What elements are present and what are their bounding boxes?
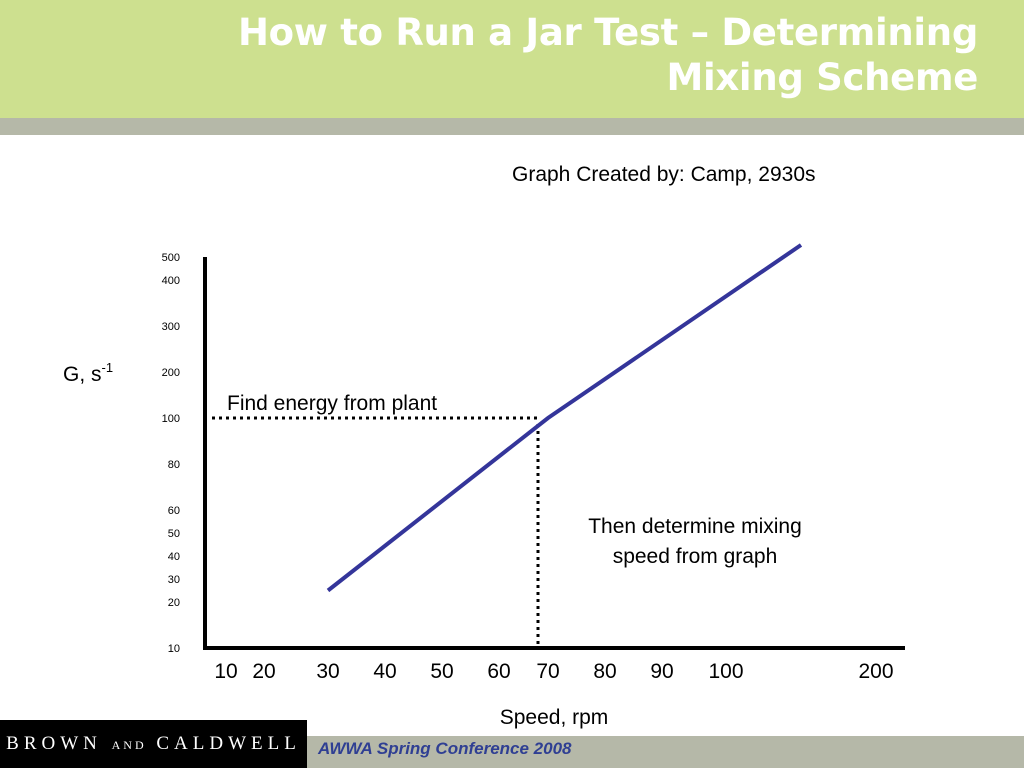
x-tick-label: 70 <box>536 660 559 683</box>
x-axis-label: Speed, rpm <box>500 706 609 729</box>
y-tick-label: 100 <box>162 413 180 425</box>
conference-label: AWWA Spring Conference 2008 <box>318 739 572 758</box>
y-tick-label: 300 <box>162 321 180 333</box>
y-tick-label: 60 <box>168 505 180 517</box>
y-tick-label: 200 <box>162 367 180 379</box>
x-tick-label: 90 <box>650 660 673 683</box>
series-line <box>326 243 803 593</box>
x-tick-label: 200 <box>858 660 893 683</box>
x-tick-label: 50 <box>430 660 453 683</box>
y-tick-label: 500 <box>162 252 180 264</box>
x-tick-label: 40 <box>373 660 396 683</box>
speed-annotation-line-1: Then determine mixing <box>588 515 802 538</box>
header-divider <box>0 118 1024 135</box>
x-tick-label: 10 <box>214 660 237 683</box>
title-line-1: How to Run a Jar Test – Determining <box>237 11 978 54</box>
y-tick-label: 30 <box>168 574 180 586</box>
logo-part-1: BROWN <box>6 733 102 754</box>
brown-and-caldwell-logo: BROWN AND CALDWELL <box>0 720 307 768</box>
y-tick-label: 40 <box>168 551 180 563</box>
y-tick-label: 400 <box>162 275 180 287</box>
logo-and: AND <box>111 738 147 752</box>
speed-annotation-line-2: speed from graph <box>613 545 778 568</box>
y-tick-label: 20 <box>168 597 180 609</box>
series-group <box>326 243 803 593</box>
y-tick-label: 80 <box>168 459 180 471</box>
x-tick-label: 20 <box>252 660 275 683</box>
title-line-2: Mixing Scheme <box>666 56 978 99</box>
slide-title: How to Run a Jar Test – Determining Mixi… <box>78 10 978 100</box>
logo-part-2: CALDWELL <box>156 733 301 754</box>
header-bar: How to Run a Jar Test – Determining Mixi… <box>0 0 1024 118</box>
x-tick-label: 80 <box>593 660 616 683</box>
x-tick-label: 100 <box>708 660 743 683</box>
y-axis-label-sup: -1 <box>102 360 114 375</box>
x-tick-label: 30 <box>316 660 339 683</box>
y-tick-labels: 500 400 300 200 100 80 60 50 40 30 20 10 <box>162 252 180 655</box>
y-tick-label: 10 <box>168 643 180 655</box>
x-tick-labels: 10 20 30 40 50 60 70 80 90 100 200 <box>214 660 893 683</box>
x-tick-label: 60 <box>487 660 510 683</box>
energy-annotation: Find energy from plant <box>227 392 437 415</box>
footer-strip <box>307 736 1024 768</box>
y-axis-label: G, s-1 <box>63 360 113 386</box>
graph-credit: Graph Created by: Camp, 2930s <box>512 163 816 186</box>
y-axis-label-base: G, s <box>63 363 102 386</box>
y-tick-label: 50 <box>168 528 180 540</box>
